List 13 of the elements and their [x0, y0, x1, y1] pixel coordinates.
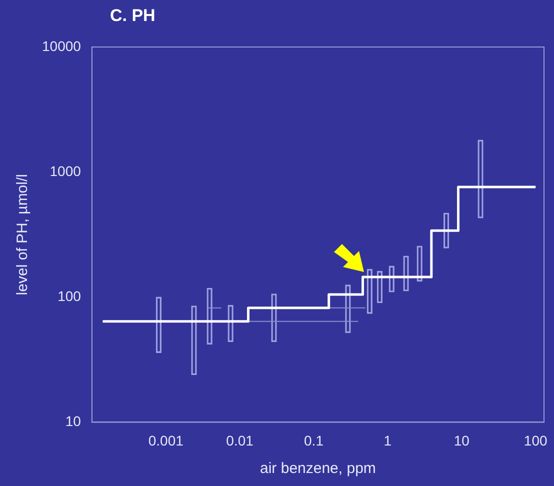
x-tick-label: 0.1: [304, 432, 324, 448]
y-tick-label: 10: [65, 413, 82, 430]
x-axis-title: air benzene, ppm: [260, 460, 376, 478]
x-tick-label: 0.01: [226, 432, 254, 448]
x-tick-label: 0.001: [148, 432, 184, 448]
y-tick-label: 1000: [50, 162, 82, 179]
x-tick-label: 1: [384, 432, 392, 448]
chart-title: C. PH: [110, 6, 156, 26]
y-tick-label: 100: [58, 288, 82, 304]
x-tick-label: 10: [454, 432, 470, 448]
y-tick-label: 10000: [42, 38, 82, 54]
y-axis-title: level of PH, µmol/l: [14, 174, 32, 296]
x-tick-label: 100: [524, 432, 548, 448]
